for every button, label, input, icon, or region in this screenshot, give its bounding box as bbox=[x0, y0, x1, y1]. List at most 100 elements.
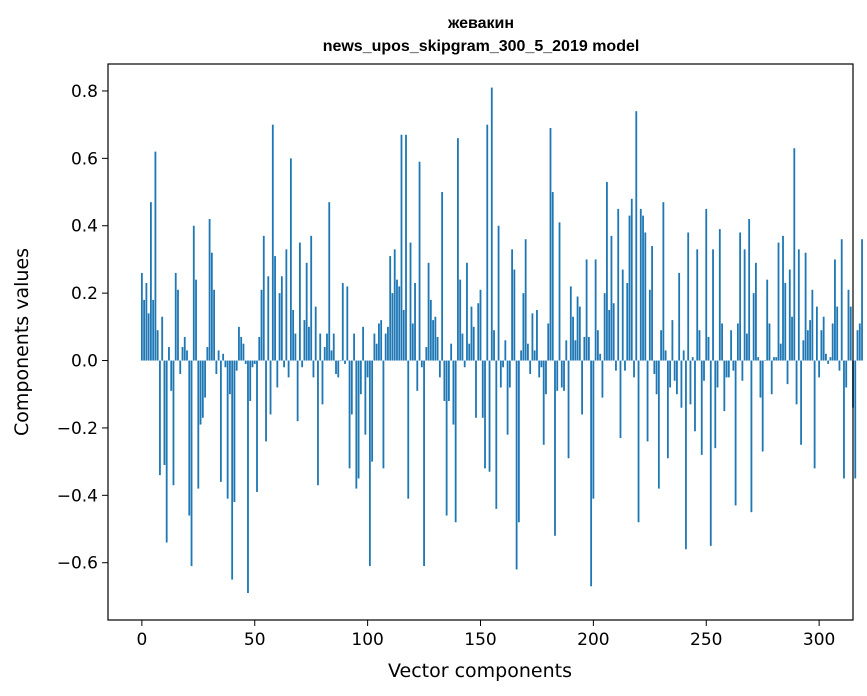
bar bbox=[222, 353, 225, 361]
bar bbox=[143, 299, 146, 361]
x-tick-label: 100 bbox=[351, 630, 383, 650]
bar bbox=[181, 347, 184, 361]
bar bbox=[750, 360, 753, 513]
bar bbox=[269, 360, 272, 415]
bar bbox=[818, 360, 821, 378]
bar bbox=[364, 360, 367, 435]
bar bbox=[195, 279, 197, 361]
bar bbox=[276, 360, 279, 388]
bar bbox=[326, 333, 328, 361]
y-tick-label: 0.0 bbox=[71, 352, 98, 372]
bar bbox=[624, 360, 626, 371]
bar bbox=[466, 262, 468, 361]
bar bbox=[477, 303, 480, 361]
bar bbox=[515, 360, 518, 570]
bar bbox=[732, 360, 735, 371]
bar bbox=[506, 360, 509, 435]
bar bbox=[312, 360, 315, 378]
bar bbox=[373, 333, 376, 361]
bar bbox=[452, 360, 455, 425]
bar bbox=[296, 360, 299, 422]
bar bbox=[558, 222, 561, 361]
bar bbox=[468, 343, 471, 361]
bar bbox=[845, 360, 848, 388]
bar bbox=[700, 360, 703, 455]
bar bbox=[172, 360, 175, 486]
bar bbox=[698, 330, 701, 361]
bar bbox=[504, 340, 507, 361]
bar bbox=[165, 360, 168, 543]
bar bbox=[825, 353, 827, 361]
bar bbox=[689, 360, 692, 405]
bar bbox=[804, 252, 807, 361]
bar bbox=[682, 350, 685, 361]
bar bbox=[366, 360, 369, 378]
bar bbox=[258, 336, 261, 361]
y-axis-ticks: −0.6 −0.4 −0.2 0.0 0.2 0.4 0.6 0.8 bbox=[57, 82, 108, 574]
bar bbox=[551, 192, 554, 361]
bar bbox=[727, 360, 730, 378]
x-tick-label: 50 bbox=[244, 630, 266, 650]
bar bbox=[856, 330, 859, 361]
bar bbox=[305, 262, 308, 361]
bar bbox=[617, 208, 620, 361]
bar bbox=[188, 360, 191, 516]
bar bbox=[800, 360, 802, 445]
bar bbox=[734, 360, 737, 506]
bar bbox=[578, 306, 581, 361]
bar bbox=[384, 333, 387, 361]
bar bbox=[163, 360, 166, 465]
bar bbox=[206, 347, 209, 361]
bar bbox=[594, 259, 597, 361]
bar bbox=[161, 316, 164, 361]
bar bbox=[495, 360, 498, 509]
bar bbox=[517, 360, 520, 523]
bar bbox=[644, 232, 647, 361]
bar bbox=[576, 296, 579, 361]
bar bbox=[847, 289, 850, 361]
bar bbox=[743, 249, 746, 361]
bar bbox=[490, 87, 493, 361]
bar bbox=[323, 347, 326, 361]
bar bbox=[549, 128, 552, 361]
bar bbox=[418, 161, 421, 361]
bar bbox=[192, 225, 195, 361]
bar bbox=[782, 235, 784, 361]
bar bbox=[427, 262, 430, 361]
bar bbox=[687, 232, 690, 361]
bar bbox=[540, 360, 543, 368]
bar bbox=[330, 350, 333, 361]
bar bbox=[168, 347, 170, 361]
bar bbox=[676, 360, 678, 395]
bar bbox=[475, 360, 477, 418]
chart-title-line1: жевакин bbox=[447, 15, 514, 32]
bar bbox=[402, 309, 405, 361]
bar bbox=[387, 326, 389, 361]
bar bbox=[429, 299, 432, 361]
bar bbox=[436, 336, 439, 361]
chart-title-line2: news_upos_skipgram_300_5_2019 model bbox=[323, 38, 640, 55]
bar bbox=[400, 134, 403, 361]
bar bbox=[773, 357, 775, 361]
bar bbox=[145, 283, 148, 361]
bar bbox=[353, 333, 355, 361]
bar bbox=[457, 138, 459, 361]
bar bbox=[590, 360, 593, 587]
bar bbox=[174, 272, 177, 361]
bar bbox=[775, 357, 778, 361]
bar bbox=[703, 360, 705, 381]
bar bbox=[637, 360, 640, 523]
bar bbox=[678, 272, 681, 361]
bar bbox=[836, 306, 839, 361]
bar bbox=[714, 360, 717, 449]
bar bbox=[292, 309, 295, 361]
bars-group bbox=[140, 87, 863, 594]
bar bbox=[680, 360, 683, 408]
bar bbox=[565, 340, 568, 361]
bar bbox=[328, 202, 331, 361]
bar bbox=[348, 360, 351, 469]
bar bbox=[208, 219, 211, 361]
bar bbox=[694, 360, 696, 432]
bar bbox=[736, 323, 739, 361]
bar bbox=[621, 269, 624, 361]
